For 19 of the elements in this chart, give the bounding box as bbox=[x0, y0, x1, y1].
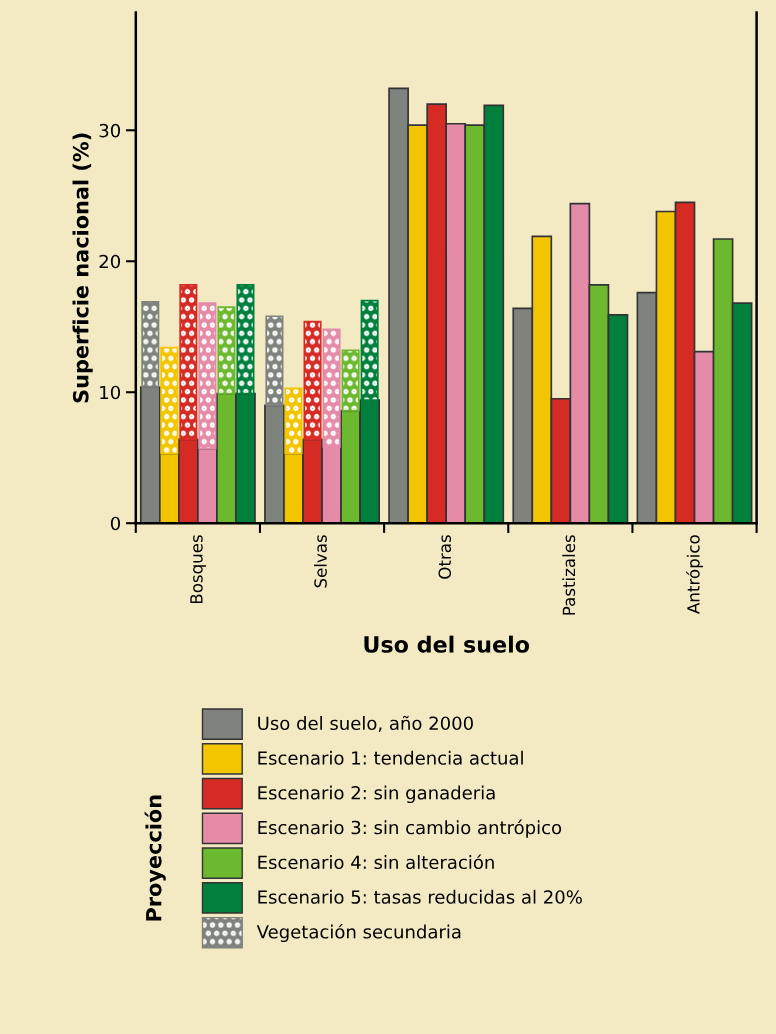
legend-label: Escenario 1: tendencia actual bbox=[258, 750, 523, 765]
x-tick-label: Pastizales bbox=[562, 535, 576, 615]
y-tick-label: 30 bbox=[99, 123, 121, 138]
legend-title: Proyección bbox=[144, 795, 166, 921]
x-tick-label: Otras bbox=[438, 535, 452, 579]
x-tick-label: Selvas bbox=[313, 535, 327, 588]
legend-label: Escenario 5: tasas reducidas al 20% bbox=[258, 889, 582, 904]
legend-label: Uso del suelo, año 2000 bbox=[258, 715, 473, 732]
x-tick-label: Bosques bbox=[190, 535, 206, 604]
y-tick-label: 0 bbox=[110, 516, 121, 531]
legend-label: Escenario 2: sin ganaderia bbox=[258, 785, 495, 804]
legend-label: Escenario 3: sin cambio antrópico bbox=[258, 819, 562, 838]
x-tick-label: Antrópico bbox=[686, 535, 703, 614]
legend-label: Escenario 4: sin alteración bbox=[258, 854, 494, 870]
legend-label: Vegetación secundaria bbox=[256, 923, 461, 943]
y-tick-label: 10 bbox=[100, 385, 121, 400]
y-tick-label: 20 bbox=[99, 254, 121, 269]
y-axis-title: Superficie nacional (%) bbox=[72, 133, 93, 403]
x-axis-title: Uso del suelo bbox=[364, 635, 530, 653]
